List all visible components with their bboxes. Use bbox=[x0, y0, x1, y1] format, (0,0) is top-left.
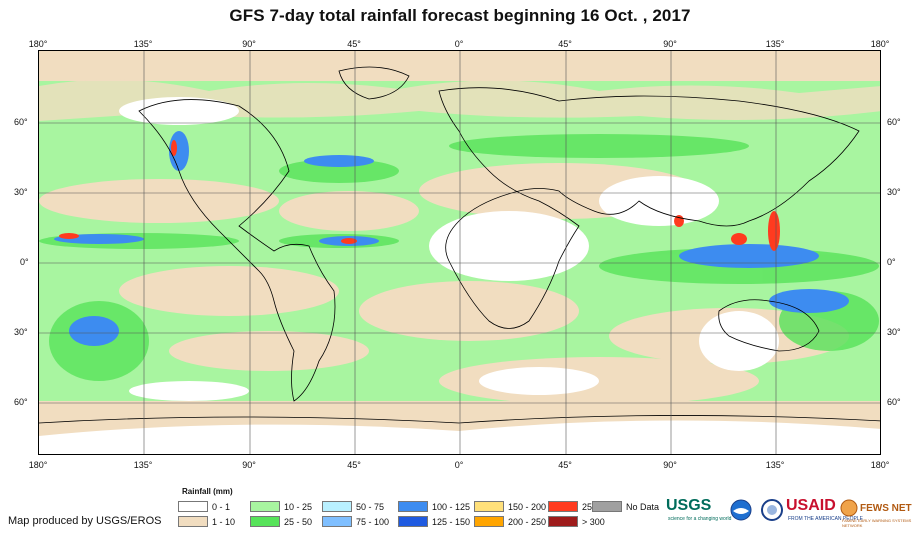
legend-swatch bbox=[474, 501, 504, 512]
legend-label: 150 - 200 bbox=[508, 501, 547, 512]
legend-item: 150 - 200 bbox=[474, 501, 546, 512]
legend-label: 75 - 100 bbox=[356, 516, 390, 527]
bottom-lon-label: 180° bbox=[28, 460, 48, 470]
legend-item: 125 - 150 bbox=[398, 516, 470, 527]
arid-zones bbox=[39, 97, 880, 454]
legend-swatch bbox=[250, 516, 280, 527]
credit-text: Map produced by USGS/EROS bbox=[8, 515, 162, 527]
legend-swatch bbox=[592, 501, 622, 512]
noaa-logo bbox=[730, 499, 752, 526]
bottom-lon-label: 180° bbox=[870, 460, 890, 470]
right-lat-label: 30° bbox=[887, 327, 901, 337]
left-lat-label: 30° bbox=[14, 327, 28, 337]
fewsnet-logo-text: FEWS NET bbox=[860, 502, 912, 514]
top-lon-label: 180° bbox=[870, 39, 890, 49]
top-lon-label: 90° bbox=[242, 39, 256, 49]
legend-item: 1 - 10 bbox=[178, 516, 235, 527]
right-lat-label: 60° bbox=[887, 117, 901, 127]
top-lon-label: 45° bbox=[558, 39, 572, 49]
legend-label: 25 - 50 bbox=[284, 516, 313, 527]
legend-label: 0 - 1 bbox=[212, 501, 231, 512]
right-lat-label: 0° bbox=[887, 257, 896, 267]
top-lon-label: 0° bbox=[454, 39, 464, 49]
legend-swatch bbox=[474, 516, 504, 527]
noaa-logo-svg bbox=[730, 499, 752, 521]
top-lon-label: 180° bbox=[28, 39, 48, 49]
right-lat-label: 60° bbox=[887, 397, 901, 407]
fewsnet-tagline: FAMINE EARLY WARNING SYSTEMS NETWORK bbox=[842, 518, 912, 528]
legend-item: No Data bbox=[592, 501, 659, 512]
legend-swatch bbox=[178, 501, 208, 512]
rainfall-map bbox=[38, 50, 881, 455]
right-lat-label: 30° bbox=[887, 187, 901, 197]
legend-item: 10 - 25 bbox=[250, 501, 312, 512]
legend-swatch bbox=[548, 501, 578, 512]
usgs-logo-text: USGS bbox=[666, 497, 712, 514]
bottom-lon-label: 0° bbox=[454, 460, 464, 470]
bottom-lon-label: 90° bbox=[663, 460, 677, 470]
top-lon-label: 45° bbox=[347, 39, 361, 49]
extreme-rain-cells bbox=[59, 140, 780, 251]
fewsnet-logo-svg bbox=[840, 499, 858, 517]
top-lon-label: 90° bbox=[663, 39, 677, 49]
bottom-lon-label: 90° bbox=[242, 460, 256, 470]
usgs-tagline: science for a changing world bbox=[668, 516, 732, 522]
legend-swatch bbox=[178, 516, 208, 527]
usaid-tagline: FROM THE AMERICAN PEOPLE bbox=[788, 516, 863, 522]
legend-label: 10 - 25 bbox=[284, 501, 313, 512]
bottom-lon-label: 45° bbox=[558, 460, 572, 470]
left-lat-label: 0° bbox=[20, 257, 29, 267]
legend-item: 200 - 250 bbox=[474, 516, 546, 527]
graticule bbox=[39, 51, 880, 454]
legend-item: 25 - 50 bbox=[250, 516, 312, 527]
legend-swatch bbox=[548, 516, 578, 527]
left-lat-label: 60° bbox=[14, 397, 28, 407]
dos-seal bbox=[761, 499, 783, 526]
legend-item: 75 - 100 bbox=[322, 516, 389, 527]
legend-swatch bbox=[250, 501, 280, 512]
usgs-logo: USGS bbox=[666, 497, 711, 515]
usaid-logo: USAID bbox=[786, 497, 836, 515]
legend-title: Rainfall (mm) bbox=[182, 487, 233, 496]
legend-swatch bbox=[398, 516, 428, 527]
left-lat-label: 60° bbox=[14, 117, 28, 127]
legend-label: No Data bbox=[626, 501, 660, 512]
legend-item: > 300 bbox=[548, 516, 605, 527]
legend-label: 125 - 150 bbox=[432, 516, 471, 527]
rainfall-map-svg bbox=[39, 51, 880, 454]
legend-label: 100 - 125 bbox=[432, 501, 471, 512]
top-lon-label: 135° bbox=[765, 39, 785, 49]
legend-label: > 300 bbox=[582, 516, 605, 527]
legend-swatch bbox=[398, 501, 428, 512]
fewsnet-logo: FEWS NET bbox=[840, 499, 912, 517]
legend-item: 100 - 125 bbox=[398, 501, 470, 512]
legend-swatch bbox=[322, 516, 352, 527]
legend-label: 1 - 10 bbox=[212, 516, 236, 527]
legend-swatch bbox=[322, 501, 352, 512]
legend-label: 200 - 250 bbox=[508, 516, 547, 527]
bottom-lon-label: 45° bbox=[347, 460, 361, 470]
bottom-lon-label: 135° bbox=[765, 460, 785, 470]
dos-seal-svg bbox=[761, 499, 783, 521]
usaid-logo-text: USAID bbox=[786, 497, 836, 514]
legend-label: 50 - 75 bbox=[356, 501, 385, 512]
heavy-rain-bands bbox=[54, 131, 849, 346]
legend-item: 50 - 75 bbox=[322, 501, 384, 512]
coastlines bbox=[39, 66, 880, 424]
left-lat-label: 30° bbox=[14, 187, 28, 197]
top-lon-label: 135° bbox=[133, 39, 153, 49]
legend-item: 0 - 1 bbox=[178, 501, 230, 512]
bottom-lon-label: 135° bbox=[133, 460, 153, 470]
page-title: GFS 7-day total rainfall forecast beginn… bbox=[229, 6, 691, 25]
